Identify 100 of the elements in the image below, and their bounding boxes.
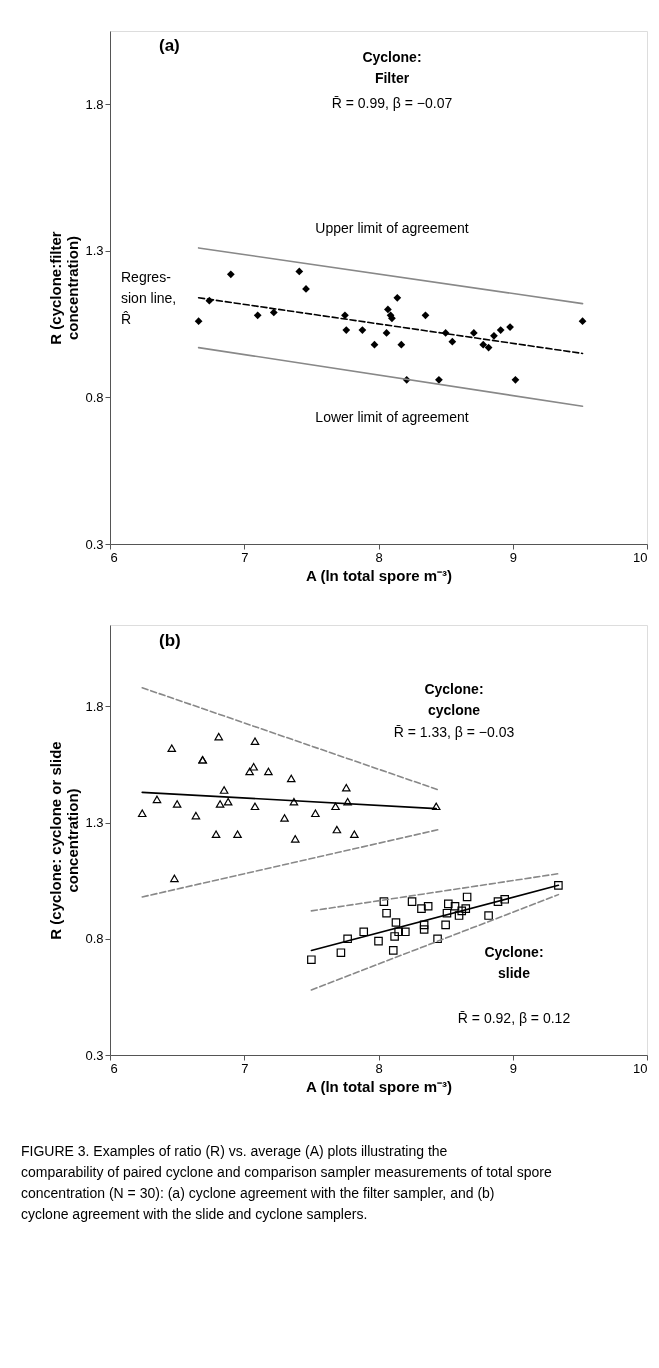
- point: [390, 932, 399, 941]
- point: [264, 767, 273, 776]
- point: [379, 897, 389, 906]
- point: [226, 270, 235, 279]
- y-axis-title: R (cyclone:filter concentration): [47, 231, 82, 345]
- point: [423, 901, 433, 911]
- x-tick-label: 8: [375, 549, 383, 565]
- point: [444, 899, 453, 909]
- point: [554, 881, 563, 890]
- point: [170, 874, 179, 883]
- annotation: Cyclone: slide: [484, 944, 544, 981]
- point: [341, 311, 349, 320]
- point: [384, 305, 392, 314]
- point: [286, 774, 296, 783]
- point: [435, 375, 443, 384]
- point: [280, 814, 289, 822]
- point: [233, 830, 242, 838]
- point: [391, 918, 401, 927]
- annotation: Regres- sion line, R̂: [121, 269, 177, 327]
- point: [382, 329, 391, 337]
- x-tick-label: 9: [509, 549, 517, 565]
- point: [511, 375, 520, 384]
- point: [490, 332, 498, 340]
- point: [401, 927, 410, 937]
- point: [419, 925, 429, 934]
- point: [370, 340, 379, 349]
- x-axis-title: A (ln total spore m⁻³): [305, 566, 453, 584]
- point: [506, 323, 514, 331]
- point: [336, 948, 346, 958]
- point: [214, 732, 224, 741]
- point: [341, 783, 351, 792]
- annotation: (b): [159, 631, 181, 650]
- point: [450, 901, 460, 911]
- point: [394, 927, 403, 937]
- point: [172, 800, 182, 808]
- x-tick-label: 7: [241, 549, 249, 565]
- point: [211, 830, 221, 838]
- point: [500, 894, 509, 904]
- point: [479, 340, 488, 349]
- caption: FIGURE 3. Examples of ratio (R) vs. average (A) plots illustrating the comparability of paired cyclone and comparison sampler measurements of total spore concentration (N = 30): (a) cyclone agreement with the filter sampler, and (b) cyclone agreement with the slide and cyclone samplers.: [21, 1143, 552, 1222]
- y-tick-label: 0.8: [85, 931, 104, 947]
- point: [493, 897, 503, 906]
- point: [433, 934, 442, 944]
- point: [311, 809, 320, 818]
- y-tick-label: 0.3: [85, 536, 104, 552]
- x-tick-label: 10: [633, 1060, 648, 1076]
- y-axis-title: R (cyclone: cyclone or slide concentration): [47, 741, 82, 940]
- y-tick-label: 0.8: [85, 389, 104, 405]
- y-tick-label: 1.3: [85, 815, 104, 831]
- point: [137, 809, 147, 818]
- point: [397, 340, 406, 349]
- point: [289, 797, 299, 806]
- annotation: R̄ = 0.92, β = 0.12: [457, 1010, 571, 1026]
- annotation: R̄ = 0.99, β = −0.07: [331, 95, 453, 111]
- point: [253, 311, 262, 320]
- annotation: R̄ = 1.33, β = −0.03: [393, 724, 515, 740]
- point: [249, 762, 258, 771]
- y-tick-label: 1.3: [85, 243, 104, 259]
- point: [417, 904, 426, 913]
- point: [343, 797, 352, 806]
- point: [245, 767, 254, 776]
- point: [350, 830, 359, 838]
- annotation: Lower limit of agreement: [315, 409, 469, 425]
- point: [484, 911, 493, 920]
- x-tick-label: 8: [375, 1060, 383, 1076]
- point: [194, 317, 203, 326]
- point: [332, 825, 342, 834]
- point: [431, 802, 441, 811]
- x-tick-label: 6: [110, 549, 118, 565]
- y-tick-label: 1.8: [85, 96, 104, 112]
- point: [358, 326, 367, 334]
- point: [250, 737, 260, 746]
- point: [152, 795, 162, 804]
- x-axis-title: A (ln total spore m⁻³): [305, 1077, 453, 1095]
- point: [250, 802, 260, 811]
- point: [382, 908, 391, 918]
- y-tick-label: 0.3: [85, 1047, 104, 1063]
- point: [191, 811, 201, 820]
- point: [331, 802, 340, 811]
- point: [442, 908, 452, 918]
- point: [393, 293, 402, 302]
- point: [461, 904, 471, 913]
- point: [457, 906, 467, 916]
- point: [167, 744, 177, 752]
- x-tick-label: 7: [241, 1060, 249, 1076]
- point: [343, 934, 352, 944]
- annotation: Cyclone: cyclone: [424, 681, 484, 718]
- point: [219, 786, 229, 794]
- point: [223, 797, 233, 806]
- x-tick-label: 6: [110, 1060, 118, 1076]
- point: [454, 911, 464, 920]
- point: [290, 835, 300, 843]
- point: [419, 920, 429, 930]
- point: [448, 337, 457, 346]
- point: [496, 326, 505, 334]
- point: [469, 329, 478, 337]
- point: [388, 946, 398, 955]
- point: [578, 317, 587, 326]
- point: [269, 308, 278, 317]
- point: [295, 267, 304, 276]
